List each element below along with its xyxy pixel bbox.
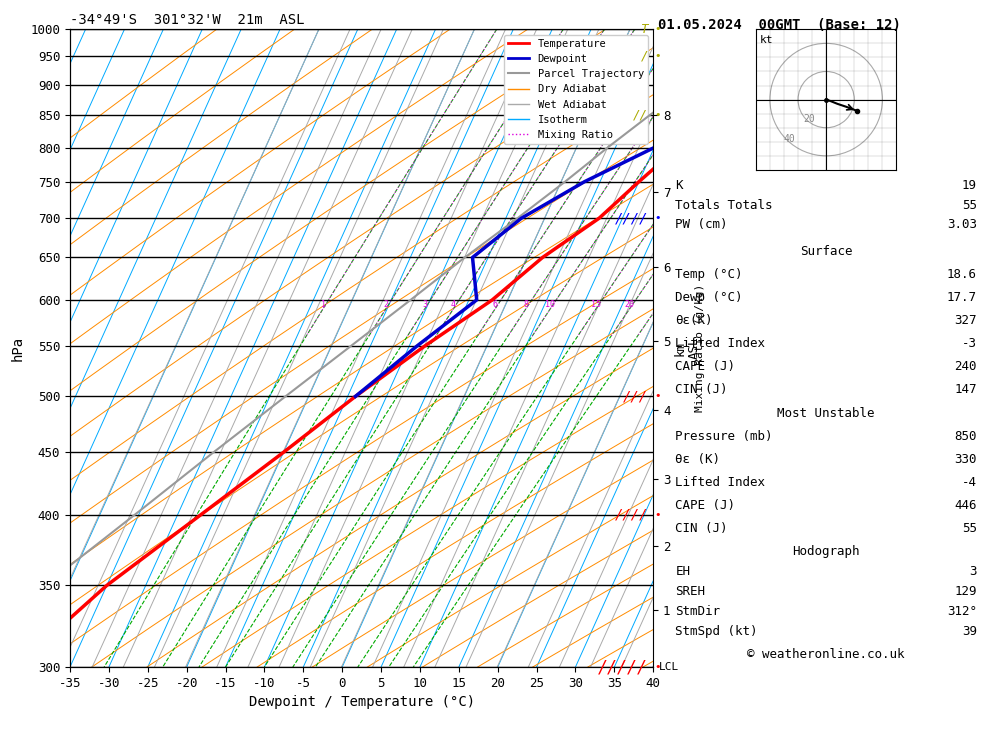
Text: -34°49'S  301°32'W  21m  ASL: -34°49'S 301°32'W 21m ASL — [70, 12, 304, 27]
Text: 55: 55 — [962, 523, 977, 535]
Text: 330: 330 — [954, 453, 977, 466]
Text: 19: 19 — [962, 179, 977, 192]
Text: 17.7: 17.7 — [947, 291, 977, 304]
Text: 327: 327 — [954, 314, 977, 327]
Text: Pressure (mb): Pressure (mb) — [675, 430, 773, 443]
Text: 8: 8 — [523, 300, 528, 309]
Text: ////: //// — [614, 508, 648, 522]
Text: 850: 850 — [954, 430, 977, 443]
Text: 01.05.2024  00GMT  (Base: 12): 01.05.2024 00GMT (Base: 12) — [658, 18, 901, 32]
Text: θε(K): θε(K) — [675, 314, 713, 327]
Text: /////: ///// — [598, 658, 648, 676]
Text: 1: 1 — [321, 300, 326, 309]
Text: Dewp (°C): Dewp (°C) — [675, 291, 743, 304]
Text: 20: 20 — [625, 300, 635, 309]
Text: /: / — [640, 50, 648, 63]
Text: 129: 129 — [954, 585, 977, 598]
Y-axis label: hPa: hPa — [11, 336, 25, 361]
Text: 55: 55 — [962, 199, 977, 212]
Text: T: T — [640, 23, 648, 36]
Text: Temp (°C): Temp (°C) — [675, 268, 743, 281]
Text: Lifted Index: Lifted Index — [675, 476, 765, 489]
Text: PW (cm): PW (cm) — [675, 218, 728, 231]
Text: © weatheronline.co.uk: © weatheronline.co.uk — [747, 648, 905, 661]
Text: 4: 4 — [451, 300, 456, 309]
Text: 20: 20 — [803, 114, 815, 125]
Y-axis label: km
ASL: km ASL — [673, 337, 701, 359]
Text: LCL: LCL — [659, 662, 679, 672]
Text: Lifted Index: Lifted Index — [675, 337, 765, 350]
Text: 312°: 312° — [947, 605, 977, 619]
Text: •: • — [654, 111, 660, 120]
Text: 2: 2 — [383, 300, 388, 309]
Text: 446: 446 — [954, 499, 977, 512]
Text: CIN (J): CIN (J) — [675, 523, 728, 535]
Text: kt: kt — [760, 35, 774, 45]
X-axis label: Dewpoint / Temperature (°C): Dewpoint / Temperature (°C) — [249, 696, 475, 710]
Text: StmDir: StmDir — [675, 605, 720, 619]
Text: 3.03: 3.03 — [947, 218, 977, 231]
Text: 39: 39 — [962, 625, 977, 638]
Text: 18.6: 18.6 — [947, 268, 977, 281]
Text: StmSpd (kt): StmSpd (kt) — [675, 625, 758, 638]
Text: •: • — [654, 24, 660, 34]
Text: CIN (J): CIN (J) — [675, 383, 728, 396]
Text: Hodograph: Hodograph — [792, 545, 860, 558]
Text: 40: 40 — [784, 134, 795, 144]
Text: 147: 147 — [954, 383, 977, 396]
Text: -3: -3 — [962, 337, 977, 350]
Text: θε (K): θε (K) — [675, 453, 720, 466]
Text: -4: -4 — [962, 476, 977, 489]
Text: •: • — [654, 391, 660, 402]
Text: CAPE (J): CAPE (J) — [675, 360, 735, 373]
Text: SREH: SREH — [675, 585, 705, 598]
Text: 10: 10 — [545, 300, 555, 309]
Text: •: • — [654, 509, 660, 520]
Text: •: • — [654, 662, 660, 672]
Text: •: • — [654, 51, 660, 62]
Text: Mixing Ratio (g/kg): Mixing Ratio (g/kg) — [695, 284, 705, 412]
Text: 6: 6 — [493, 300, 498, 309]
Text: ////: //// — [614, 211, 648, 225]
Text: 15: 15 — [591, 300, 601, 309]
Text: 240: 240 — [954, 360, 977, 373]
Text: K: K — [675, 179, 683, 192]
Text: //: // — [633, 109, 648, 122]
Text: EH: EH — [675, 565, 690, 578]
Text: Totals Totals: Totals Totals — [675, 199, 773, 212]
Text: 3: 3 — [969, 565, 977, 578]
Text: ///: /// — [623, 389, 648, 403]
Text: 3: 3 — [422, 300, 427, 309]
Text: Most Unstable: Most Unstable — [777, 407, 875, 420]
Text: Surface: Surface — [800, 245, 852, 258]
Legend: Temperature, Dewpoint, Parcel Trajectory, Dry Adiabat, Wet Adiabat, Isotherm, Mi: Temperature, Dewpoint, Parcel Trajectory… — [504, 34, 648, 144]
Text: CAPE (J): CAPE (J) — [675, 499, 735, 512]
Text: •: • — [654, 213, 660, 224]
